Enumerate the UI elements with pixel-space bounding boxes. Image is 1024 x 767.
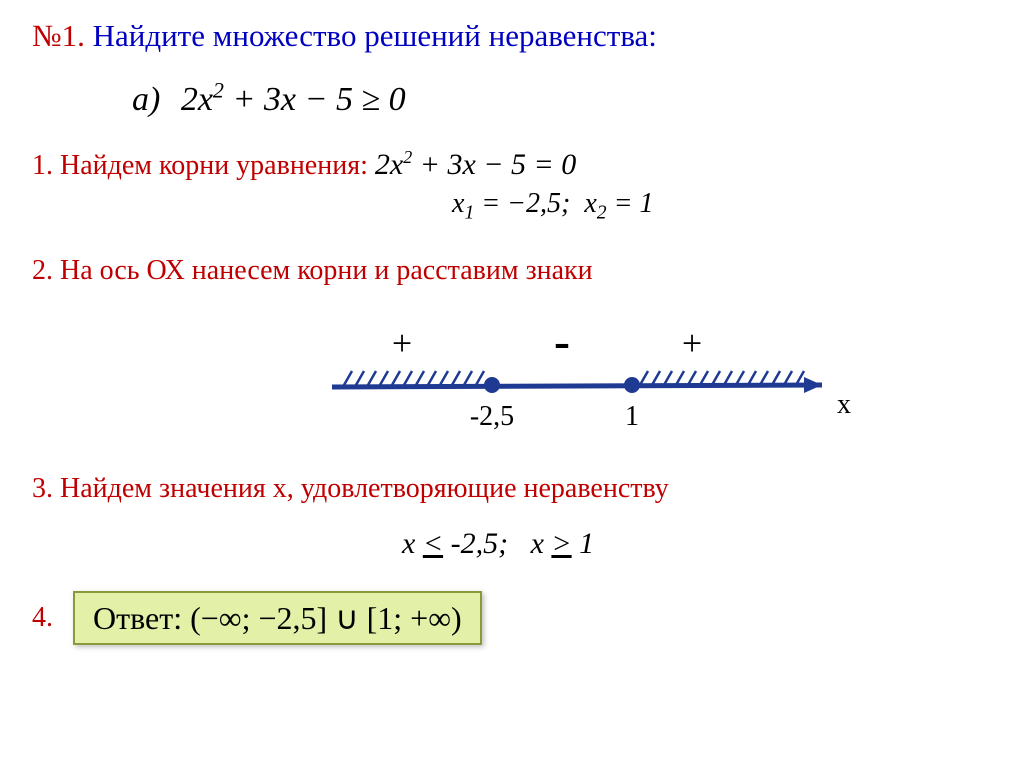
sign-plus-left: +: [392, 323, 412, 363]
problem-label: a): [132, 81, 160, 118]
step3-num: 3.: [32, 473, 53, 504]
answer-box: Ответ: (−∞; −2,5] ∪ [1; +∞): [73, 591, 482, 645]
answer-label: Ответ:: [93, 600, 182, 636]
point-label-1: -2,5: [470, 401, 514, 432]
step3-result: x < -2,5; x > 1: [402, 527, 992, 561]
step1-eq: 2x2 + 3x − 5 = 0: [375, 148, 576, 181]
title-text: Найдите множество решений неравенства:: [85, 18, 657, 53]
title-num: №1.: [32, 18, 85, 53]
problem-equation: a) 2x2 + 3x − 5 ≥ 0: [132, 78, 992, 119]
title-line: №1. Найдите множество решений неравенств…: [32, 18, 992, 54]
numberline-diagram: + - + -2,5 1 х: [322, 305, 862, 455]
step1-num: 1.: [32, 150, 53, 181]
step1-text: Найдем корни уравнения:: [53, 150, 368, 181]
answer-interval: (−∞; −2,5] ∪ [1; +∞): [190, 600, 462, 636]
step2-text: На ось ОХ нанесем корни и расставим знак…: [53, 255, 593, 286]
point-label-2: 1: [625, 401, 639, 432]
sign-minus: -: [554, 315, 570, 368]
step2-num: 2.: [32, 255, 53, 286]
step1-line: 1. Найдем корни уравнения: 2x2 + 3x − 5 …: [32, 147, 992, 182]
axis-label: х: [837, 389, 851, 420]
answer-row: 4. Ответ: (−∞; −2,5] ∪ [1; +∞): [32, 591, 992, 645]
step3-line: 3. Найдем значения х, удовлетворяющие не…: [32, 473, 992, 505]
step4-num: 4.: [32, 602, 53, 634]
sign-plus-right: +: [682, 323, 702, 363]
numberline-svg: + - + -2,5 1 х: [322, 305, 862, 455]
step2-line: 2. На ось ОХ нанесем корни и расставим з…: [32, 255, 992, 287]
step3-text: Найдем значения х, удовлетворяющие нерав…: [53, 473, 669, 504]
step1-roots: x1 = −2,5; x2 = 1: [452, 188, 992, 225]
problem-expr: 2x2 + 3x − 5 ≥ 0: [181, 81, 406, 118]
